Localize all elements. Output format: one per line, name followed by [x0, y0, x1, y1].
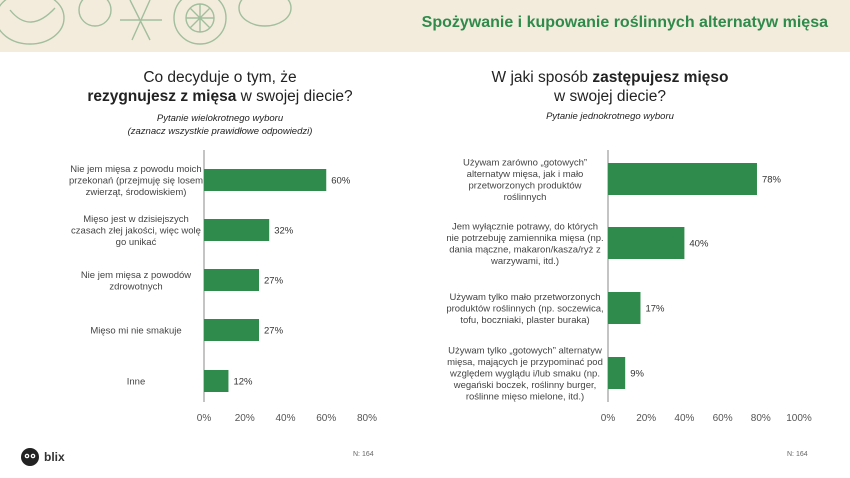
category-label: czasach złej jakości, więc wolę — [71, 226, 201, 237]
bar — [608, 292, 641, 324]
right-question-subtitle: Pytanie jednokrotnego wyboru — [546, 111, 674, 122]
category-label: alternatyw mięsa, jak i mało — [467, 169, 584, 180]
chart-replacement: 0% 20% 40% 60% 80% 100% 78% Używam zarówno „got… — [446, 150, 812, 424]
x-tick-label: 100% — [786, 413, 812, 424]
x-tick-label: 40% — [674, 413, 694, 424]
category-label: wegański boczek, roślinny burger, — [453, 380, 597, 391]
category-label: przekonań (przejmuję się losem — [69, 176, 203, 187]
bar-value-label: 78% — [762, 175, 782, 186]
bar-value-label: 60% — [331, 176, 351, 187]
category-label: go unikać — [116, 237, 157, 248]
right-title-bold: zastępujesz mięso — [592, 69, 729, 86]
right-title-pre: W jaki sposób — [491, 69, 593, 86]
category-label: Nie jem mięsa z powodu moich — [70, 164, 201, 175]
category-label: roślinne mięso mielone, itd.) — [466, 392, 584, 403]
left-subtitle-2: (zaznacz wszystkie prawidłowe odpowiedzi… — [127, 126, 313, 137]
category-label: produktów roślinnych (np. soczewica, — [446, 304, 603, 315]
x-tick-label: 0% — [601, 413, 616, 424]
bar-value-label: 17% — [645, 304, 665, 315]
left-sample-size: N: 164 — [353, 451, 374, 458]
bar — [608, 227, 685, 259]
category-label: Używam tylko mało przetworzonych — [450, 292, 601, 303]
x-tick-label: 40% — [275, 413, 295, 424]
left-title-pre: Co decyduje o tym, że — [143, 69, 297, 86]
left-title-bold: rezygnujesz z mięsa — [87, 88, 237, 105]
category-label: dania mączne, makaron/kasza/ryż z — [449, 244, 601, 255]
category-label: mięsa, mających je przypominać pod — [447, 357, 603, 368]
category-label: Inne — [127, 377, 146, 388]
bar — [608, 163, 757, 195]
category-label: Jem wyłącznie potrawy, do których — [452, 221, 598, 232]
left-subtitle-1: Pytanie wielokrotnego wyboru — [156, 113, 284, 124]
category-label: Mięso mi nie smakuje — [90, 326, 181, 337]
x-tick-label: 60% — [316, 413, 336, 424]
page-title: Spożywanie i kupowanie roślinnych altern… — [421, 14, 828, 31]
x-tick-label: 20% — [636, 413, 656, 424]
bar-value-label: 32% — [274, 226, 294, 237]
bar — [204, 269, 260, 291]
category-label: roślinnych — [504, 192, 547, 203]
bar-value-label: 9% — [630, 369, 644, 380]
left-question-title: Co decyduje o tym, że rezygnujesz z mięs… — [60, 68, 380, 106]
category-label: Używam zarówno „gotowych” — [463, 157, 587, 168]
category-label: nie potrzebuję zamiennika mięsa (np. — [446, 233, 603, 244]
bar — [204, 219, 270, 241]
right-sample-size: N: 164 — [787, 451, 808, 458]
blix-logo-text: blix — [44, 450, 65, 464]
vegetable-illustration — [0, 0, 292, 45]
category-label: Mięso jest w dzisiejszych — [83, 214, 189, 225]
category-label: zwierząt, środowiskiem) — [86, 187, 187, 198]
left-question-subtitle: Pytanie wielokrotnego wyboru (zaznacz ws… — [60, 112, 380, 138]
category-label: względem wyglądu i/lub smaku (np. — [449, 369, 600, 380]
bar — [204, 370, 229, 392]
x-tick-label: 80% — [357, 413, 377, 424]
bar-value-label: 40% — [689, 239, 709, 250]
category-label: warzywami, itd.) — [490, 256, 559, 267]
category-label: zdrowotnych — [109, 281, 162, 292]
bar — [204, 319, 260, 341]
chart-reasons: 0% 20% 40% 60% 80% 60% Nie jem mięsa z powodu … — [69, 150, 377, 424]
category-label: przetworzonych produktów — [469, 180, 582, 191]
bar-value-label: 27% — [264, 326, 284, 337]
x-tick-label: 20% — [235, 413, 255, 424]
blix-logo-icon — [21, 448, 39, 466]
bar-value-label: 27% — [264, 276, 284, 287]
right-question-title: W jaki sposób zastępujesz mięso w swojej… — [460, 68, 760, 106]
blix-logo: blix — [20, 447, 80, 469]
x-tick-label: 0% — [197, 413, 212, 424]
bar — [204, 169, 327, 191]
x-tick-label: 80% — [751, 413, 771, 424]
bar-value-label: 12% — [233, 377, 253, 388]
category-label: Używam tylko „gotowych” alternatyw — [448, 346, 602, 357]
right-title-line2: w swojej diecie? — [554, 88, 666, 105]
category-label: tofu, boczniaki, plaster buraka) — [460, 315, 589, 326]
header-banner: Spożywanie i kupowanie roślinnych altern… — [0, 0, 850, 52]
category-label: Nie jem mięsa z powodów — [81, 270, 191, 281]
bar — [608, 357, 626, 389]
x-tick-label: 60% — [713, 413, 733, 424]
left-title-post: w swojej diecie? — [236, 88, 353, 105]
